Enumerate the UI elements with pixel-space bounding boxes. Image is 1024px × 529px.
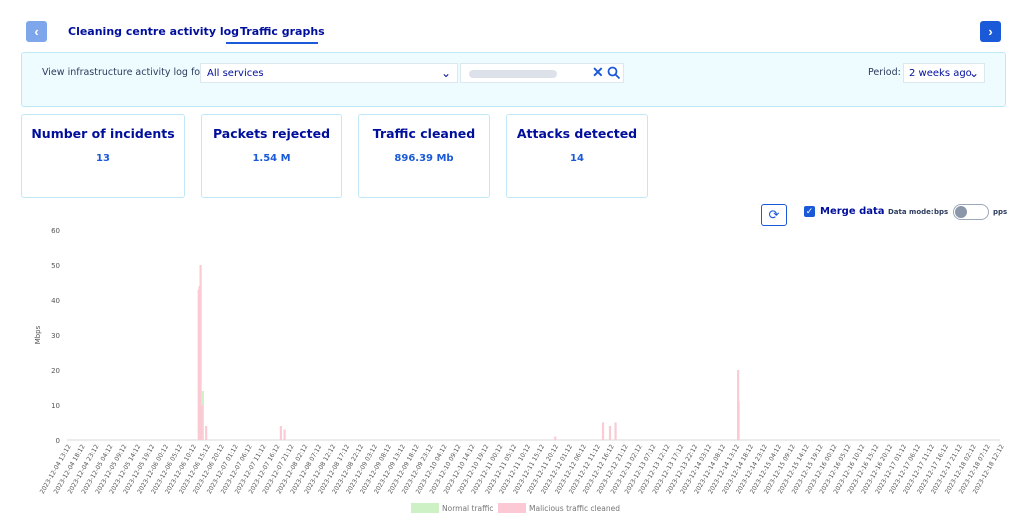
blurred-ip-value [469, 70, 557, 78]
malicious-traffic-bar [200, 405, 204, 440]
toggle-knob [955, 206, 967, 218]
merge-data-checkbox[interactable]: ✓ [804, 206, 815, 217]
y-tick-label: 20 [51, 367, 60, 375]
malicious-traffic-bar [601, 422, 605, 440]
mode-bps-label: bps [934, 208, 949, 216]
mode-pps-label: pps [993, 208, 1008, 216]
chevron-left-icon: ‹ [34, 24, 39, 39]
ip-search-input[interactable]: ✕ [460, 63, 624, 83]
stat-value: 13 [96, 153, 110, 164]
service-select-value: All services [207, 68, 264, 79]
period-label: Period: [868, 67, 901, 78]
clear-icon[interactable]: ✕ [592, 64, 604, 80]
legend-label: Malicious traffic cleaned [529, 504, 620, 513]
next-arrow-button[interactable]: › [980, 21, 1001, 42]
stat-card-traffic-cleaned: Traffic cleaned 896.39 Mb [358, 114, 490, 198]
tab-traffic-graphs[interactable]: Traffic graphs [240, 25, 325, 38]
data-mode-toggle[interactable] [953, 204, 989, 220]
y-tick-label: 30 [51, 332, 60, 340]
tab-cleaning-centre-activity-log[interactable]: Cleaning centre activity log [68, 25, 240, 38]
top-nav: ‹ Cleaning centre activity log Traffic g… [0, 0, 1024, 46]
stat-title: Packets rejected [212, 126, 331, 141]
y-tick-label: 60 [51, 227, 60, 235]
stat-value: 14 [570, 153, 584, 164]
stat-title: Attacks detected [516, 126, 638, 141]
stat-value: 1.54 M [252, 153, 291, 164]
legend-swatch [411, 503, 439, 513]
chevron-right-icon: › [988, 24, 993, 39]
stat-value: 896.39 Mb [394, 153, 454, 164]
stat-card-incidents: Number of incidents 13 [21, 114, 185, 198]
malicious-traffic-bar [608, 426, 612, 440]
y-tick-label: 50 [51, 262, 60, 270]
previous-arrow-button[interactable]: ‹ [26, 21, 47, 42]
refresh-button[interactable]: ⟳ [761, 204, 787, 226]
stat-title: Number of incidents [31, 126, 175, 141]
malicious-traffic-bar [554, 436, 557, 440]
period-select-value: 2 weeks ago [909, 68, 972, 79]
stat-card-attacks-detected: Attacks detected 14 [506, 114, 648, 198]
search-icon[interactable] [607, 66, 621, 80]
stat-title: Traffic cleaned [372, 126, 476, 141]
legend-swatch [498, 503, 526, 513]
legend-label: Normal traffic [442, 504, 494, 513]
y-tick-label: 40 [51, 297, 60, 305]
data-mode-label: Data mode: [888, 208, 934, 216]
malicious-traffic-bar [205, 426, 208, 440]
service-select[interactable]: All services ⌄ [200, 63, 458, 83]
y-axis-label: Mbps [34, 325, 42, 344]
period-select[interactable]: 2 weeks ago ⌄ [903, 63, 985, 83]
malicious-traffic-bar [283, 429, 286, 440]
chevron-down-icon: ⌄ [440, 66, 451, 80]
y-tick-label: 0 [56, 437, 60, 445]
malicious-traffic-bar [199, 265, 202, 440]
malicious-traffic-bar [279, 426, 282, 440]
chevron-down-icon: ⌄ [968, 66, 979, 80]
y-tick-label: 10 [51, 402, 60, 410]
malicious-traffic-bar [614, 422, 617, 440]
stat-card-packets-rejected: Packets rejected 1.54 M [201, 114, 342, 198]
malicious-traffic-bar [737, 401, 740, 440]
filter-label: View infrastructure activity log for: [42, 67, 208, 78]
refresh-icon: ⟳ [768, 207, 780, 222]
active-tab-indicator [226, 42, 318, 44]
merge-data-label: Merge data [820, 206, 885, 217]
